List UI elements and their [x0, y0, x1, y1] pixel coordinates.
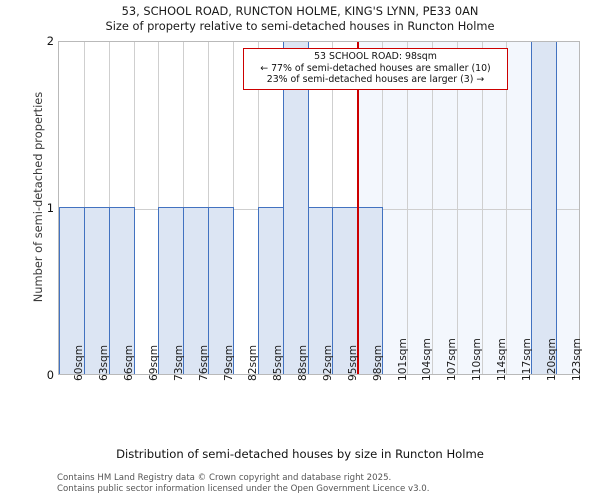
y-tick-1: 1: [46, 201, 54, 215]
grid-line-vertical: [482, 42, 483, 374]
x-tick-88sqm: 88sqm: [297, 344, 310, 381]
y-tick-0: 0: [46, 368, 54, 382]
x-tick-73sqm: 73sqm: [172, 344, 185, 381]
x-tick-107sqm: 107sqm: [446, 338, 459, 381]
annotation-line-3: 23% of semi-detached houses are larger (…: [266, 74, 485, 85]
grid-line-vertical: [506, 42, 507, 374]
x-tick-63sqm: 63sqm: [98, 344, 111, 381]
x-tick-117sqm: 117sqm: [520, 338, 533, 381]
bar-98sqm: [357, 207, 383, 374]
bar-76sqm: [183, 207, 209, 374]
x-tick-123sqm: 123sqm: [570, 338, 583, 381]
x-tick-98sqm: 98sqm: [371, 344, 384, 381]
x-axis-label: Distribution of semi-detached houses by …: [116, 447, 484, 461]
bar-92sqm: [308, 207, 334, 374]
page-title: 53, SCHOOL ROAD, RUNCTON HOLME, KING'S L…: [121, 4, 479, 18]
footer-line-2: Contains public sector information licen…: [57, 483, 430, 494]
y-axis: Number of semi-detached properties 0 1 2: [0, 0, 54, 500]
annotation-line-2: ← 77% of semi-detached houses are smalle…: [260, 62, 491, 74]
x-tick-104sqm: 104sqm: [421, 338, 434, 381]
x-tick-95sqm: 95sqm: [346, 344, 359, 381]
x-tick-76sqm: 76sqm: [197, 344, 210, 381]
annotation-line-1: 53 SCHOOL ROAD: 98sqm: [314, 51, 437, 62]
y-tick-2: 2: [46, 34, 54, 48]
bar-85sqm: [258, 207, 284, 374]
x-tick-120sqm: 120sqm: [545, 338, 558, 381]
x-tick-92sqm: 92sqm: [322, 344, 334, 381]
bar-63sqm: [84, 207, 110, 374]
grid-line-vertical: [432, 42, 433, 374]
x-tick-85sqm: 85sqm: [272, 344, 285, 381]
bar-79sqm: [208, 207, 234, 374]
property-size-marker-line: [357, 42, 359, 374]
x-tick-114sqm: 114sqm: [496, 338, 508, 381]
grid-line-vertical: [457, 42, 458, 374]
page-subtitle: Size of property relative to semi-detach…: [105, 19, 495, 33]
grid-line-vertical: [407, 42, 408, 374]
attribution-footer: Contains HM Land Registry data © Crown c…: [57, 473, 429, 494]
bar-120sqm: [531, 42, 557, 374]
property-annotation-callout: 53 SCHOOL ROAD: 98sqm ← 77% of semi-deta…: [243, 48, 508, 90]
x-tick-101sqm: 101sqm: [396, 338, 409, 381]
y-axis-label: Number of semi-detached properties: [31, 91, 45, 303]
x-tick-60sqm: 60sqm: [73, 344, 86, 381]
x-tick-69sqm: 69sqm: [148, 344, 160, 381]
plot-area: [58, 41, 580, 375]
bar-60sqm: [59, 207, 85, 374]
x-tick-82sqm: 82sqm: [247, 344, 260, 381]
x-tick-79sqm: 79sqm: [222, 344, 235, 381]
x-tick-66sqm: 66sqm: [123, 344, 136, 381]
chart-title-block: 53, SCHOOL ROAD, RUNCTON HOLME, KING'S L…: [0, 4, 600, 34]
x-tick-110sqm: 110sqm: [471, 338, 484, 381]
bar-88sqm: [283, 42, 309, 374]
bar-66sqm: [109, 207, 135, 374]
footer-line-1: Contains HM Land Registry data © Crown c…: [57, 473, 392, 483]
